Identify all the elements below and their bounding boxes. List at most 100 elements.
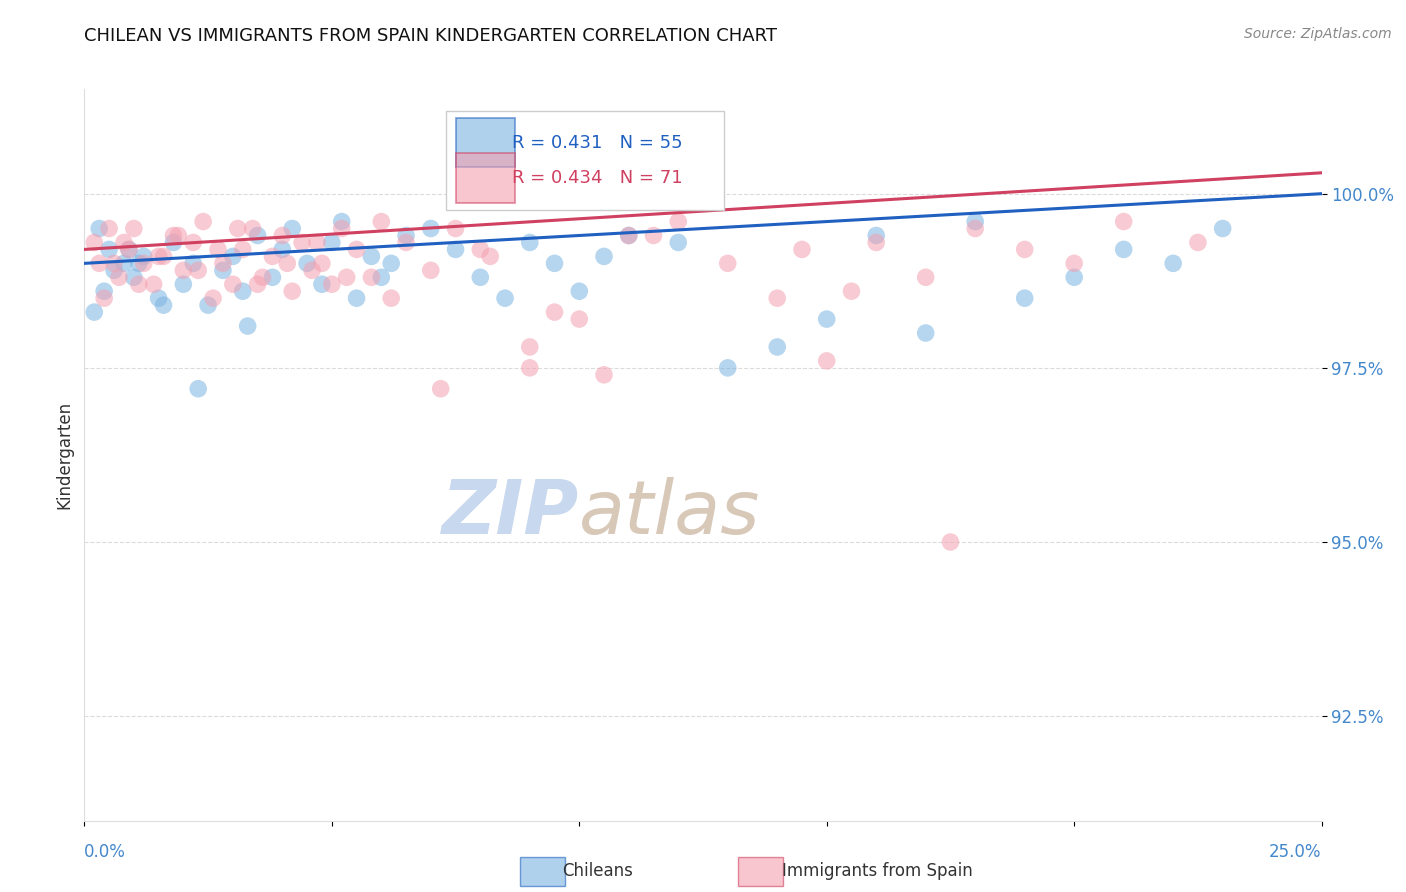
Point [519, 340, 541, 354]
Point [790, 243, 813, 257]
Point [419, 221, 441, 235]
Point [242, 221, 264, 235]
Point [1161, 256, 1184, 270]
Point [172, 263, 194, 277]
Text: atlas: atlas [579, 477, 761, 549]
Point [568, 284, 591, 298]
Point [93, 284, 115, 298]
Point [380, 291, 402, 305]
Point [865, 228, 887, 243]
Point [841, 284, 863, 298]
Point [519, 360, 541, 375]
Point [1187, 235, 1209, 250]
Point [593, 368, 616, 382]
Point [212, 263, 235, 277]
Point [281, 284, 304, 298]
Point [187, 263, 209, 277]
Point [370, 214, 392, 228]
Point [311, 256, 333, 270]
Point [1112, 243, 1135, 257]
Point [395, 228, 418, 243]
Point [142, 277, 165, 292]
Point [232, 243, 254, 257]
Point [717, 256, 740, 270]
Point [419, 263, 441, 277]
Point [593, 249, 616, 263]
Point [152, 298, 174, 312]
Point [717, 360, 740, 375]
Text: ZIP: ZIP [441, 477, 579, 550]
Point [246, 228, 269, 243]
Point [815, 354, 838, 368]
Point [191, 214, 214, 228]
Point [118, 243, 141, 257]
Text: 0.0%: 0.0% [84, 843, 127, 861]
Point [108, 270, 131, 285]
Point [222, 249, 245, 263]
Point [479, 249, 502, 263]
Point [89, 221, 111, 235]
Point [360, 249, 382, 263]
Point [236, 319, 259, 334]
Point [330, 221, 353, 235]
Y-axis label: Kindergarten: Kindergarten [55, 401, 73, 509]
Point [380, 256, 402, 270]
Point [360, 270, 382, 285]
Point [470, 270, 492, 285]
Point [112, 235, 135, 250]
Point [122, 270, 145, 285]
Point [98, 243, 121, 257]
Point [617, 228, 640, 243]
FancyBboxPatch shape [456, 118, 515, 168]
Point [965, 214, 987, 228]
Point [311, 277, 333, 292]
Point [118, 243, 141, 257]
Point [370, 270, 392, 285]
Point [291, 235, 314, 250]
Point [252, 270, 274, 285]
Point [1014, 243, 1036, 257]
Point [122, 221, 145, 235]
Point [543, 305, 565, 319]
Point [939, 535, 962, 549]
Point [281, 221, 304, 235]
Point [262, 270, 284, 285]
Text: Immigrants from Spain: Immigrants from Spain [782, 863, 973, 880]
Point [132, 256, 155, 270]
Point [395, 235, 418, 250]
FancyBboxPatch shape [456, 153, 515, 202]
Point [1063, 270, 1085, 285]
Point [865, 235, 887, 250]
Point [112, 256, 135, 270]
Point [128, 277, 150, 292]
Point [965, 221, 987, 235]
Text: R = 0.431   N = 55: R = 0.431 N = 55 [512, 134, 683, 152]
Text: CHILEAN VS IMMIGRANTS FROM SPAIN KINDERGARTEN CORRELATION CHART: CHILEAN VS IMMIGRANTS FROM SPAIN KINDERG… [84, 27, 778, 45]
Point [766, 340, 789, 354]
Point [336, 270, 359, 285]
Point [815, 312, 838, 326]
Point [103, 263, 125, 277]
Point [207, 243, 229, 257]
Point [1112, 214, 1135, 228]
Point [246, 277, 269, 292]
Point [276, 256, 298, 270]
Point [187, 382, 209, 396]
Point [766, 291, 789, 305]
Point [305, 235, 328, 250]
Point [262, 249, 284, 263]
Point [93, 291, 115, 305]
Point [1014, 291, 1036, 305]
Point [202, 291, 225, 305]
Point [148, 291, 170, 305]
Text: Source: ZipAtlas.com: Source: ZipAtlas.com [1244, 27, 1392, 41]
FancyBboxPatch shape [446, 112, 724, 210]
Text: Chileans: Chileans [562, 863, 633, 880]
Text: R = 0.434   N = 71: R = 0.434 N = 71 [512, 169, 683, 186]
Point [172, 277, 194, 292]
Point [666, 214, 689, 228]
Point [197, 298, 219, 312]
Point [470, 243, 492, 257]
Point [429, 382, 451, 396]
Point [132, 249, 155, 263]
